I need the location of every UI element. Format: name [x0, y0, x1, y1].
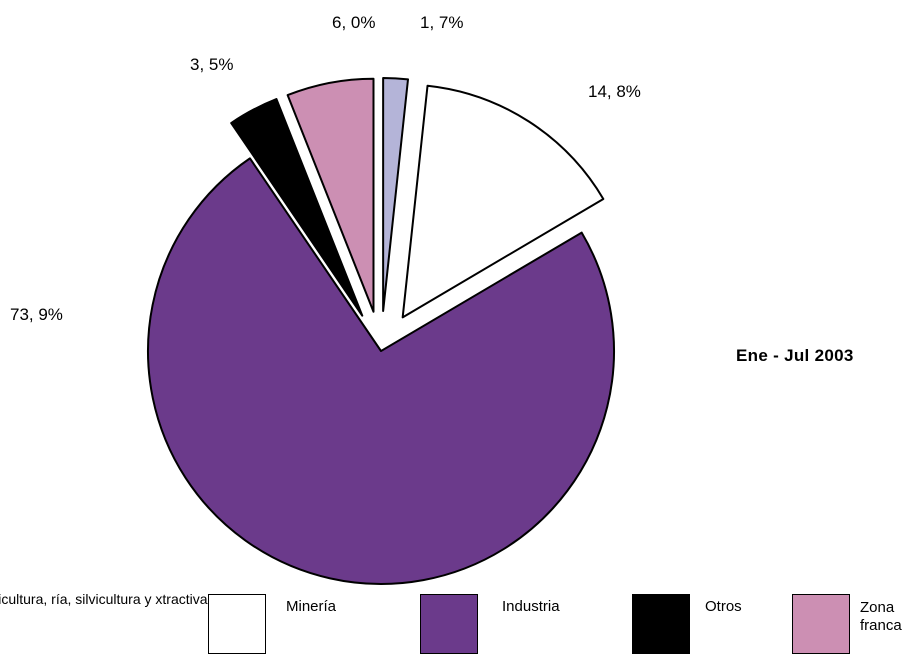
legend-label-mineria: Minería [286, 598, 337, 615]
pie-slice-otros [230, 98, 364, 317]
pie-slice-zona-franca [286, 77, 375, 313]
chart-period-label: Ene - Jul 2003 [736, 346, 854, 365]
legend-swatch-mineria [208, 594, 266, 654]
legend-swatch-otros [632, 594, 690, 654]
data-label-agricultura-fruticultura-ganaderia-silvicultura-y-pesca-extractiva: 1, 7% [420, 13, 463, 32]
legend-swatch-industria [420, 594, 478, 654]
pie-slice-industria [147, 157, 615, 585]
legend-label-otros: Otros [705, 598, 742, 615]
data-label-zona-franca: 6, 0% [332, 13, 375, 32]
data-label-otros: 3, 5% [190, 55, 233, 74]
legend-swatch-zona-franca [792, 594, 850, 654]
legend-label-agricultura: ura, fruticultura, ría, silvicultura y x… [0, 591, 208, 607]
pie-slice-agricultura-fruticultura-ganaderia-silvicultura-y-pesca-extractiva [382, 77, 410, 313]
data-label-mineria: 14, 8% [588, 82, 641, 101]
pie-slice-mineria [401, 84, 605, 319]
legend-label-industria: Industria [502, 598, 560, 615]
legend-label-zona-franca: Zona franca [860, 599, 902, 634]
data-label-industria: 73, 9% [10, 305, 63, 324]
